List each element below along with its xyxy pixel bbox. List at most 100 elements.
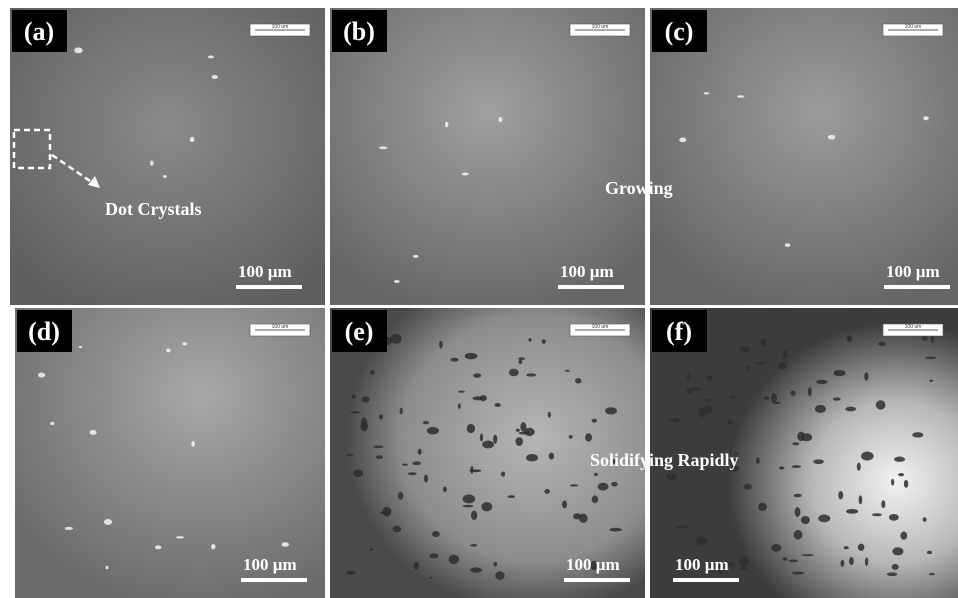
crystal [346,454,354,456]
crystal [515,437,523,446]
crystal [585,433,592,441]
crystal [840,560,844,567]
crystal [549,453,554,460]
crystal [458,390,465,392]
crystal [785,243,791,247]
crystal [876,400,886,409]
crystal [369,548,373,551]
crystal [150,160,153,166]
crystal [470,567,482,572]
panel-label: (e) [345,317,374,346]
micrograph [10,8,325,305]
crystal [526,454,538,461]
scale-bar [241,578,307,582]
crystal [390,334,401,344]
crystal [834,370,837,374]
crystal [439,341,443,349]
crystal [813,459,824,464]
crystal [758,503,767,512]
crystal [480,433,483,441]
crystal [166,349,171,353]
scale-bar-text: 100 µm [675,555,729,574]
scale-bar-text: 100 µm [560,262,614,281]
scale-bar [673,578,739,582]
inset-scale-text: 100 um [905,24,922,30]
crystal [190,137,195,142]
crystal [783,557,788,560]
scale-bar-text: 100 µm [886,262,940,281]
panel-label: (a) [24,17,54,46]
crystal [892,564,899,570]
crystal [458,403,461,409]
crystal [609,528,621,532]
crystal [509,369,519,377]
crystal [746,366,750,369]
crystal [450,358,458,362]
crystal [65,527,73,530]
crystal [465,353,478,359]
crystal [923,116,929,120]
crystal [470,544,477,547]
crystal [471,511,477,520]
crystal [528,338,531,341]
crystal [797,432,805,442]
crystal [429,577,432,579]
crystal [432,531,440,537]
inset-scale-text: 100 um [272,324,289,330]
crystal [191,441,195,447]
crystal [472,396,483,400]
crystal [859,495,863,504]
annotation: Solidifying Rapidly [590,450,739,470]
crystal [846,509,858,514]
crystal [872,513,882,516]
crystal [779,466,784,469]
crystal [930,336,934,343]
crystal [351,411,360,414]
crystal [592,495,599,503]
crystal [878,342,886,346]
crystal [519,432,530,435]
crystal [424,475,428,483]
crystal [727,420,732,425]
crystal [520,422,526,432]
crystal [408,472,417,475]
crystal [418,449,422,455]
crystal [413,562,418,570]
crystal [518,357,525,360]
crystal [783,349,787,358]
crystal [743,484,751,490]
crystal [498,117,502,122]
annotation: Dot Crystals [105,199,202,219]
crystal [922,336,928,341]
crystal [739,567,746,570]
crystal [376,455,383,459]
crystal [427,427,439,435]
inset-scale-text: 100 um [905,324,922,330]
crystal [565,370,570,372]
crystal [857,463,861,471]
crystal [904,480,908,488]
scale-bar-text: 100 µm [566,555,620,574]
crystal [570,484,578,486]
crystal [865,557,868,566]
crystal [894,457,905,462]
crystal [412,461,421,465]
crystal [801,554,814,556]
annotation: Growing [605,178,673,198]
scale-bar [558,285,624,289]
crystal [792,442,799,445]
crystal [394,280,400,283]
crystal [495,571,504,580]
crystal [828,135,836,140]
crystal [501,472,505,477]
crystal [756,457,760,464]
crystal [815,405,826,413]
crystal [861,452,874,461]
crystal [690,387,701,390]
crystal [912,432,923,437]
crystal [74,47,83,53]
scale-bar [236,285,302,289]
crystal [838,491,843,499]
crystal [423,421,429,424]
crystal [208,55,214,58]
